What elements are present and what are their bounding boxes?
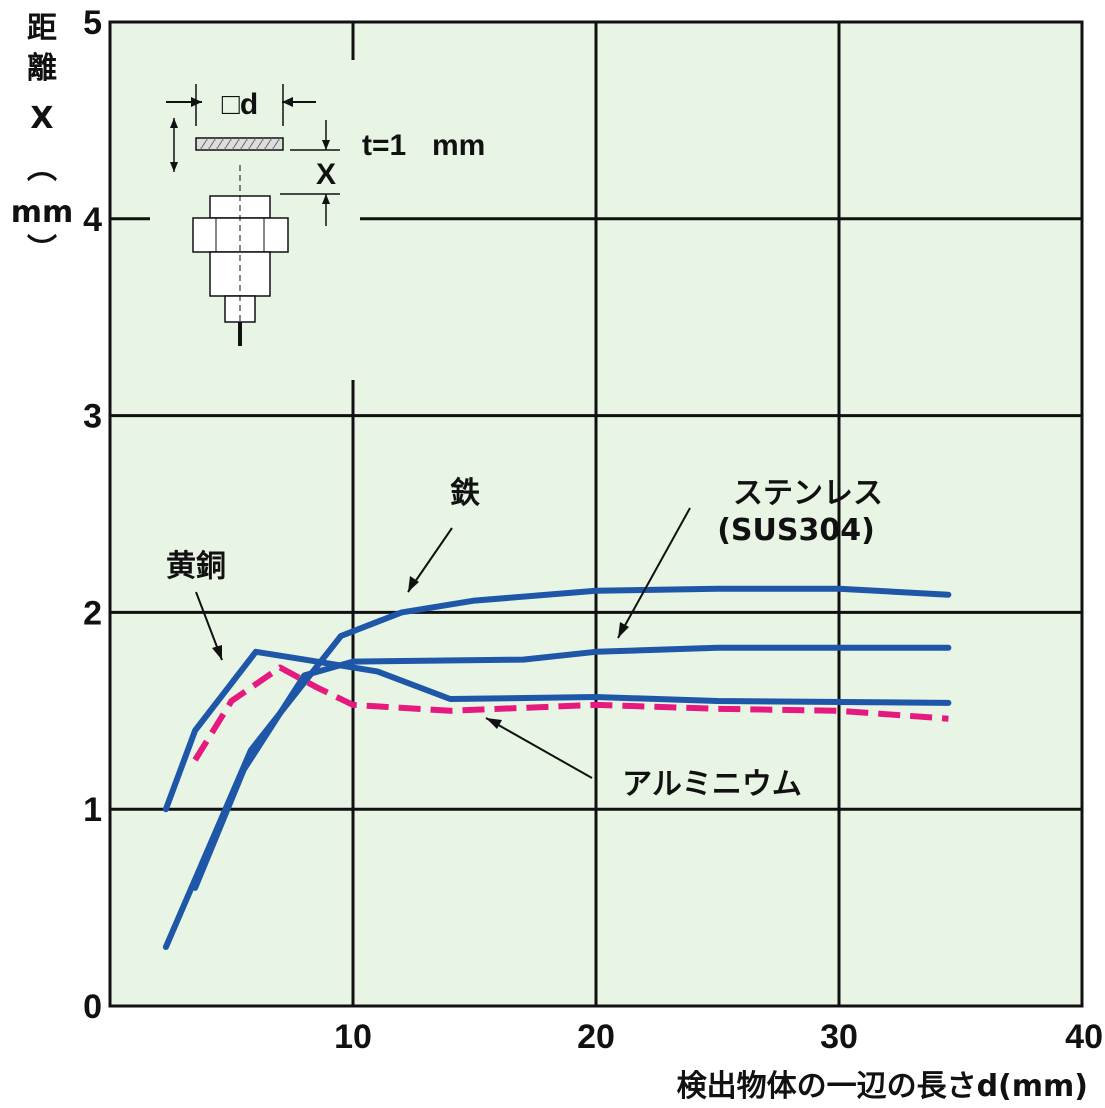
dim-arrow-right	[282, 97, 293, 107]
y-label-char: ︶	[27, 233, 57, 268]
annotation-aluminium: アルミニウム	[622, 767, 802, 802]
distance-label: X	[316, 158, 336, 191]
x-tick-label: 40	[1065, 1018, 1103, 1056]
plot-frame	[108, 20, 1084, 1008]
thickness-arrow-bottom	[170, 162, 178, 172]
series-line-3	[192, 664, 949, 762]
y-axis-ticks: 0 1 2 3 4 5	[83, 4, 102, 1026]
y-label-char: mm	[11, 195, 74, 230]
annotation-stainless: ステンレス	[733, 476, 883, 511]
y-tick-label: 0	[83, 988, 102, 1026]
y-label-char: ︵	[27, 151, 57, 186]
target-size-label: □d	[222, 88, 258, 121]
series-group	[162, 585, 952, 950]
y-tick-label: 1	[83, 791, 102, 829]
arrowhead-iron	[408, 576, 419, 592]
y-label-char: 離	[27, 51, 57, 86]
x-axis-label: 検出物体の一辺の長さd(mm)	[677, 1069, 1088, 1104]
arrowhead-brass	[212, 645, 222, 660]
inset-label-background	[333, 95, 508, 195]
arrow-stainless	[617, 507, 691, 639]
x-tick-label: 30	[820, 1018, 858, 1056]
distance-arrow-bottom	[322, 194, 330, 204]
arrowhead-aluminium	[486, 718, 502, 729]
y-tick-label: 4	[83, 201, 102, 239]
y-label-char: 距	[27, 11, 57, 46]
annotation-iron: 鉄	[450, 476, 480, 511]
target-hatch	[199, 137, 281, 151]
thickness-unit: mm	[432, 129, 485, 162]
y-axis-label: 距離X ︵ mm︶	[11, 11, 74, 268]
annotation-brass: 黄銅	[166, 549, 226, 584]
y-tick-label: 5	[83, 4, 102, 42]
arrow-aluminium	[485, 717, 593, 779]
y-tick-label: 2	[83, 594, 102, 632]
series-line-2	[162, 648, 952, 813]
distance-arrow-top	[322, 140, 330, 150]
arrowhead-stainless	[618, 622, 629, 638]
x-tick-label: 20	[577, 1018, 615, 1056]
x-axis-ticks: 10 20 30 40	[334, 1018, 1103, 1056]
inset-diagram: □d X t=1 mm	[150, 60, 508, 380]
series-line-1	[192, 644, 952, 891]
thickness-arrow-top	[170, 118, 178, 128]
annotations: 鉄 ステンレス (SUS304) 黄銅 アルミニウム	[166, 476, 883, 802]
y-tick-label: 3	[83, 398, 102, 436]
y-label-char: X	[30, 101, 53, 136]
x-tick-label: 10	[334, 1018, 372, 1056]
thickness-label: t=1	[362, 129, 406, 162]
annotation-stainless-sus: (SUS304)	[717, 513, 875, 548]
